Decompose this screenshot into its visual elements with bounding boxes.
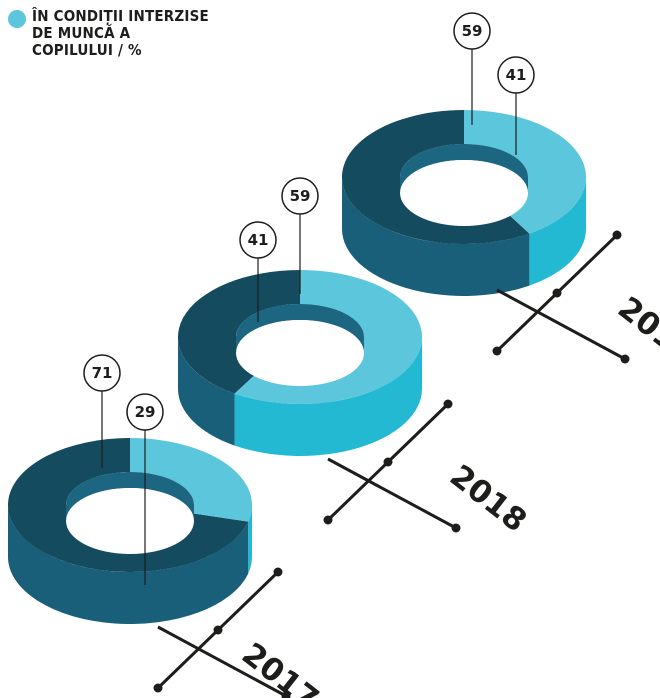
axis-node [451,523,461,533]
axis-node [443,399,453,409]
data-label: 71 [92,364,113,382]
data-label: 59 [462,22,483,40]
legend-swatch [8,10,26,28]
year-label: 2017 [235,636,325,698]
legend: ÎN CONDIȚII INTERZISE DE MUNCĂ A COPILUL… [8,8,262,59]
axis-node [612,230,622,240]
axis-node [273,567,283,577]
donut-side-light [529,177,586,286]
axis-node [213,625,223,635]
donut-2019: 59 41 2019 [342,12,660,371]
donut-slice-light [130,438,252,522]
axis-node [153,683,163,693]
callout-circle [453,12,491,50]
donut-side-light [234,337,422,456]
donut-slice-light [464,110,586,234]
axis-node [552,288,562,298]
donut-inner-wall [236,304,364,353]
donut-slice-dark [7,438,249,573]
axis-node [383,457,393,467]
callout-circle [239,221,277,259]
donut-side-dark [342,177,530,297]
callout-circle [281,177,319,215]
donut-hole [236,320,364,386]
axis-node [492,346,502,356]
axis-node [281,691,291,698]
data-label: 41 [248,231,269,249]
donut-2017: 71 29 2017 [7,354,325,698]
axis-line [496,288,626,361]
donut-side-dark [178,337,235,446]
callout-circle [497,56,535,94]
callout-circle [126,393,164,431]
data-label: 41 [506,66,527,84]
data-label: 59 [290,187,311,205]
axis-line [327,457,457,530]
donut-side-dark [8,505,249,624]
data-label: 29 [135,403,156,421]
donut-hole [400,160,528,226]
donut-inner-wall [66,472,194,521]
axis-node [620,354,630,364]
year-label: 2019 [611,290,660,371]
callout-circle [83,354,121,392]
donut-slice-dark [177,270,300,394]
donut-inner-wall [400,144,528,193]
legend-label: ÎN CONDIȚII INTERZISE DE MUNCĂ A COPILUL… [32,7,209,59]
axis-line [157,625,287,698]
axis-node [323,515,333,525]
donut-hole [66,488,194,554]
donut-side-light [248,505,252,574]
